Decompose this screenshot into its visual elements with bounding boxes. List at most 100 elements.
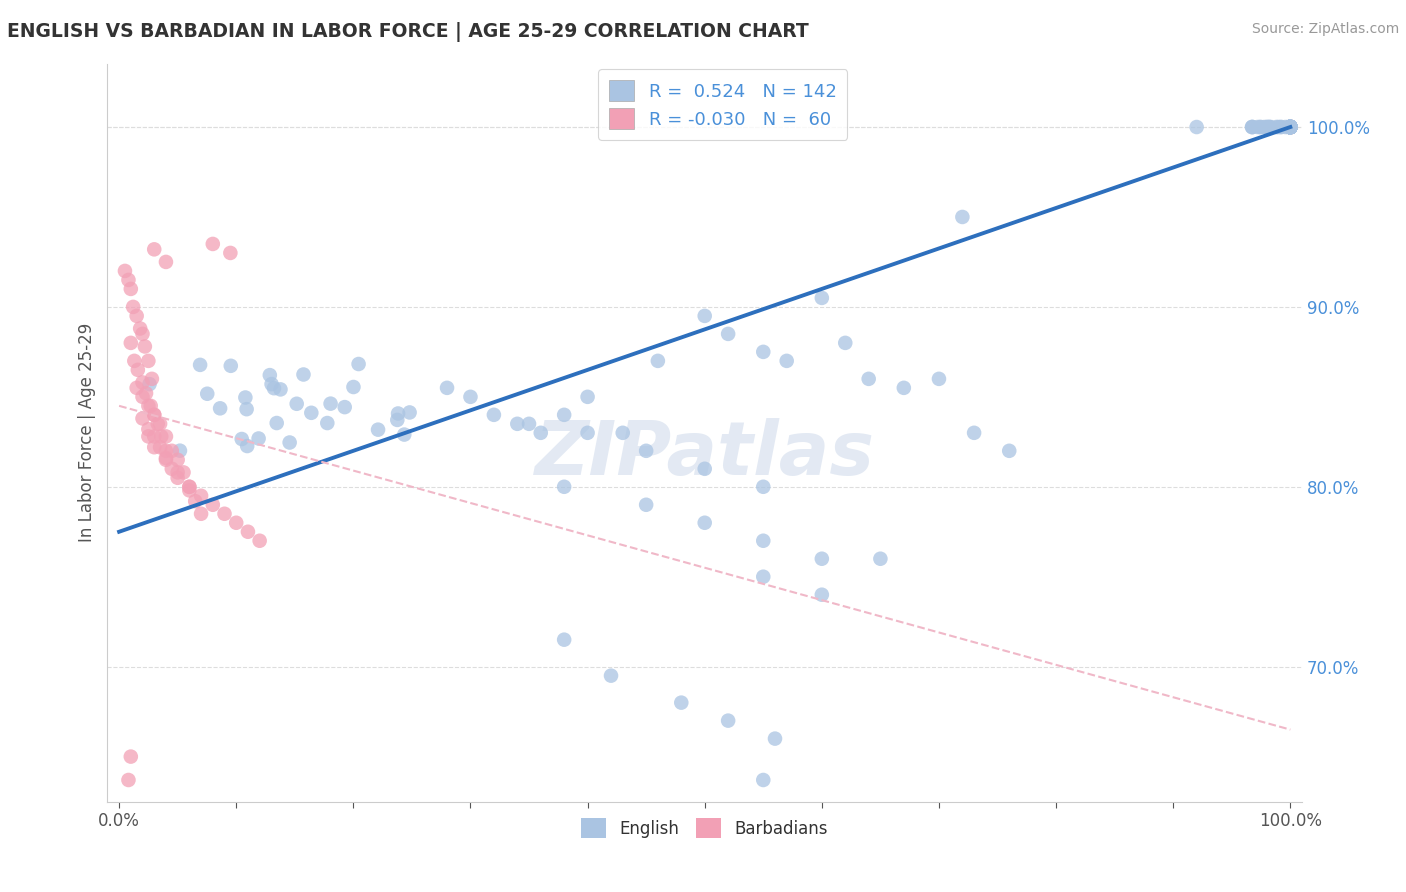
Point — [1265, 120, 1288, 134]
Point — [188, 358, 211, 372]
Point — [235, 402, 257, 417]
Point — [1270, 120, 1292, 134]
Point — [260, 377, 283, 392]
Point — [117, 273, 139, 287]
Point — [1279, 120, 1302, 134]
Point — [169, 443, 191, 458]
Point — [131, 411, 153, 425]
Point — [120, 335, 142, 350]
Point — [693, 309, 716, 323]
Point — [316, 416, 339, 430]
Point — [811, 588, 834, 602]
Point — [190, 489, 212, 503]
Point — [1249, 120, 1271, 134]
Point — [201, 236, 224, 251]
Point — [1279, 120, 1302, 134]
Point — [367, 423, 389, 437]
Point — [576, 425, 599, 440]
Point — [160, 443, 183, 458]
Point — [219, 246, 242, 260]
Point — [143, 440, 166, 454]
Point — [292, 368, 315, 382]
Point — [1279, 120, 1302, 134]
Point — [553, 480, 575, 494]
Point — [236, 439, 259, 453]
Point — [752, 344, 775, 359]
Point — [131, 376, 153, 390]
Point — [278, 435, 301, 450]
Point — [1258, 120, 1281, 134]
Point — [647, 354, 669, 368]
Point — [134, 339, 156, 353]
Point — [1260, 120, 1282, 134]
Point — [231, 432, 253, 446]
Point — [717, 714, 740, 728]
Point — [155, 255, 177, 269]
Point — [143, 243, 166, 257]
Point — [1279, 120, 1302, 134]
Point — [1279, 120, 1302, 134]
Point — [166, 471, 188, 485]
Point — [1279, 120, 1302, 134]
Point — [1185, 120, 1208, 134]
Point — [998, 443, 1021, 458]
Point — [195, 386, 218, 401]
Point — [125, 381, 148, 395]
Point — [398, 405, 420, 419]
Point — [125, 309, 148, 323]
Point — [259, 368, 281, 383]
Point — [1279, 120, 1302, 134]
Point — [1279, 120, 1302, 134]
Point — [963, 425, 986, 440]
Point — [138, 399, 160, 413]
Point — [120, 749, 142, 764]
Point — [576, 390, 599, 404]
Point — [1279, 120, 1302, 134]
Point — [1279, 120, 1302, 134]
Point — [247, 432, 270, 446]
Point — [143, 408, 166, 422]
Point — [1277, 120, 1299, 134]
Point — [1279, 120, 1302, 134]
Point — [893, 381, 915, 395]
Point — [1279, 120, 1302, 134]
Point — [138, 377, 160, 392]
Point — [636, 498, 658, 512]
Point — [155, 452, 177, 467]
Point — [387, 407, 409, 421]
Point — [131, 390, 153, 404]
Point — [482, 408, 505, 422]
Point — [693, 462, 716, 476]
Text: ZIPatlas: ZIPatlas — [534, 418, 875, 491]
Point — [763, 731, 786, 746]
Point — [1279, 120, 1302, 134]
Point — [1241, 120, 1264, 134]
Point — [155, 450, 177, 465]
Point — [752, 772, 775, 787]
Point — [1279, 120, 1302, 134]
Point — [1279, 120, 1302, 134]
Point — [160, 462, 183, 476]
Point — [1279, 120, 1302, 134]
Point — [1270, 120, 1292, 134]
Point — [117, 772, 139, 787]
Point — [517, 417, 540, 431]
Point — [600, 668, 623, 682]
Point — [717, 326, 740, 341]
Point — [1279, 120, 1302, 134]
Point — [811, 551, 834, 566]
Point — [299, 406, 322, 420]
Point — [671, 696, 693, 710]
Point — [1279, 120, 1302, 134]
Point — [752, 533, 775, 548]
Point — [394, 427, 416, 442]
Point — [138, 422, 160, 436]
Point — [1279, 120, 1302, 134]
Point — [1256, 120, 1278, 134]
Text: ENGLISH VS BARBADIAN IN LABOR FORCE | AGE 25-29 CORRELATION CHART: ENGLISH VS BARBADIAN IN LABOR FORCE | AG… — [7, 22, 808, 42]
Point — [387, 413, 409, 427]
Point — [1279, 120, 1302, 134]
Point — [1279, 120, 1302, 134]
Point — [752, 480, 775, 494]
Point — [269, 383, 291, 397]
